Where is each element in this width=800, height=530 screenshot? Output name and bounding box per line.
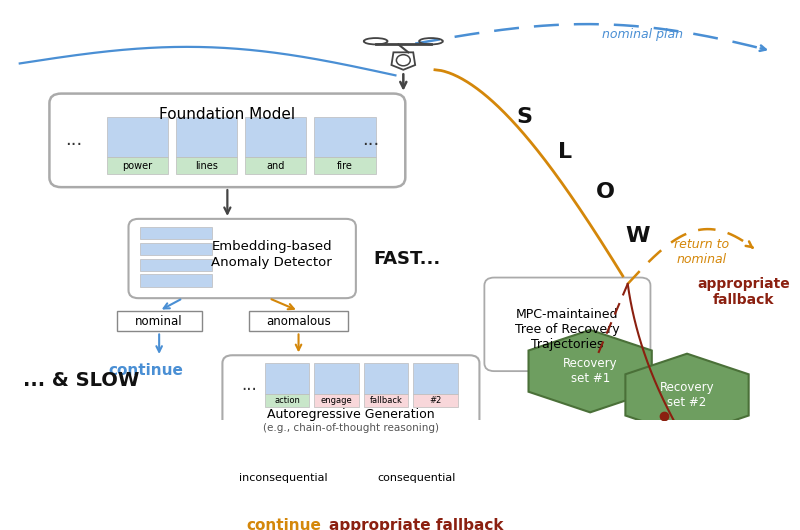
FancyBboxPatch shape [249,311,348,331]
Text: ...: ... [66,131,82,149]
Text: appropriate
fallback: appropriate fallback [697,277,790,307]
Text: L: L [558,142,573,162]
FancyBboxPatch shape [106,157,168,174]
Text: inconsequential: inconsequential [239,473,328,483]
FancyBboxPatch shape [364,363,408,394]
FancyBboxPatch shape [140,259,211,271]
Polygon shape [626,354,749,436]
FancyBboxPatch shape [265,394,310,407]
Text: fire: fire [337,161,353,171]
Text: Embedding-based: Embedding-based [211,240,332,253]
FancyBboxPatch shape [314,363,359,394]
Text: engage: engage [321,396,353,405]
FancyBboxPatch shape [245,157,306,174]
Text: O: O [595,182,614,202]
Text: Foundation Model: Foundation Model [159,107,295,122]
Text: (e.g., chain-of-thought reasoning): (e.g., chain-of-thought reasoning) [263,423,439,433]
FancyBboxPatch shape [176,117,238,157]
Text: continue: continue [109,363,184,378]
Text: power: power [122,161,153,171]
FancyBboxPatch shape [414,394,458,407]
Text: S: S [516,108,532,127]
FancyBboxPatch shape [414,363,458,394]
Text: lines: lines [195,161,218,171]
Text: and: and [266,161,285,171]
Text: appropriate fallback: appropriate fallback [329,518,503,530]
FancyBboxPatch shape [117,311,202,331]
Text: action: action [274,396,300,405]
FancyBboxPatch shape [140,243,211,255]
Text: MPC-maintained
Tree of Recovery
Trajectories: MPC-maintained Tree of Recovery Trajecto… [515,307,620,351]
FancyBboxPatch shape [222,355,479,458]
Text: nominal: nominal [135,315,183,328]
FancyBboxPatch shape [265,363,310,394]
FancyBboxPatch shape [226,468,342,489]
Text: ...: ... [362,131,379,149]
Text: W: W [626,226,650,246]
FancyBboxPatch shape [484,278,650,371]
Text: ... & SLOW: ... & SLOW [23,371,139,390]
FancyBboxPatch shape [106,117,168,157]
Text: Recovery
set #1: Recovery set #1 [563,357,618,385]
FancyBboxPatch shape [364,468,469,489]
FancyBboxPatch shape [129,219,356,298]
Text: FAST...: FAST... [374,250,441,268]
Text: anomalous: anomalous [266,315,331,328]
Text: consequential: consequential [377,473,455,483]
FancyBboxPatch shape [314,394,359,407]
Text: fallback: fallback [370,396,402,405]
FancyBboxPatch shape [364,394,408,407]
Text: continue: continue [246,518,321,530]
FancyBboxPatch shape [245,117,306,157]
Text: Autoregressive Generation: Autoregressive Generation [267,408,434,421]
FancyBboxPatch shape [314,157,376,174]
Text: Anomaly Detector: Anomaly Detector [211,256,332,269]
Text: ...: ... [242,376,257,394]
FancyBboxPatch shape [50,94,406,187]
FancyBboxPatch shape [176,157,238,174]
FancyBboxPatch shape [140,275,211,287]
Polygon shape [529,330,652,412]
FancyBboxPatch shape [140,227,211,240]
Text: #2: #2 [430,396,442,405]
Text: return to
nominal: return to nominal [674,238,730,266]
FancyBboxPatch shape [314,117,376,157]
Text: Recovery
set #2: Recovery set #2 [660,381,714,409]
Text: nominal plan: nominal plan [602,28,683,41]
